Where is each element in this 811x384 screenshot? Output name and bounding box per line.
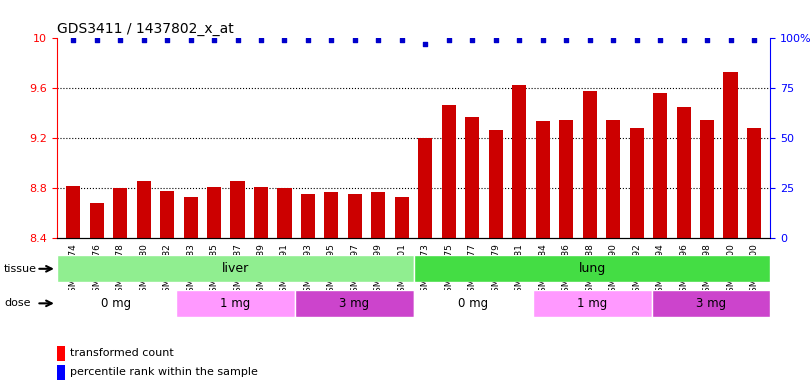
Point: [255, 37, 268, 43]
FancyBboxPatch shape: [57, 290, 176, 317]
Point: [114, 37, 127, 43]
Bar: [67, 185, 80, 238]
Text: 0 mg: 0 mg: [101, 297, 131, 310]
FancyBboxPatch shape: [294, 290, 414, 317]
Point: [724, 37, 737, 43]
Point: [372, 37, 385, 43]
Text: dose: dose: [4, 298, 31, 308]
Bar: [466, 117, 479, 238]
Point: [302, 37, 315, 43]
Point: [583, 37, 596, 43]
Bar: [582, 91, 597, 238]
Bar: [418, 138, 432, 238]
Bar: [113, 188, 127, 238]
Text: lung: lung: [578, 262, 606, 275]
Text: 1 mg: 1 mg: [577, 297, 607, 310]
Text: transformed count: transformed count: [70, 348, 174, 358]
Point: [67, 37, 79, 43]
Bar: [57, 365, 66, 380]
Point: [442, 37, 455, 43]
Bar: [606, 119, 620, 238]
Point: [161, 37, 174, 43]
FancyBboxPatch shape: [414, 255, 770, 282]
Point: [466, 37, 478, 43]
Text: 3 mg: 3 mg: [696, 297, 726, 310]
Bar: [676, 107, 691, 238]
Text: 3 mg: 3 mg: [339, 297, 369, 310]
Bar: [629, 128, 644, 238]
Bar: [442, 104, 456, 238]
FancyBboxPatch shape: [651, 290, 770, 317]
FancyBboxPatch shape: [414, 290, 533, 317]
Bar: [513, 84, 526, 238]
Point: [654, 37, 667, 43]
Point: [278, 37, 291, 43]
Point: [184, 37, 197, 43]
Bar: [57, 346, 66, 361]
Bar: [489, 129, 503, 238]
Bar: [559, 119, 573, 238]
Bar: [395, 197, 409, 238]
Point: [90, 37, 103, 43]
Point: [349, 37, 362, 43]
Bar: [90, 203, 104, 238]
Bar: [348, 194, 362, 238]
Bar: [207, 187, 221, 238]
Text: liver: liver: [221, 262, 249, 275]
Point: [701, 37, 714, 43]
Bar: [747, 128, 761, 238]
Bar: [723, 72, 737, 238]
Bar: [653, 93, 667, 238]
Point: [513, 37, 526, 43]
Point: [560, 37, 573, 43]
Point: [418, 41, 431, 48]
Bar: [700, 119, 714, 238]
FancyBboxPatch shape: [533, 290, 651, 317]
Text: GDS3411 / 1437802_x_at: GDS3411 / 1437802_x_at: [57, 22, 234, 36]
Bar: [301, 194, 315, 238]
Point: [325, 37, 338, 43]
Bar: [371, 192, 385, 238]
Bar: [183, 197, 198, 238]
Text: 1 mg: 1 mg: [220, 297, 251, 310]
Point: [607, 37, 620, 43]
Point: [208, 37, 221, 43]
Point: [489, 37, 502, 43]
Text: 0 mg: 0 mg: [458, 297, 488, 310]
Bar: [254, 187, 268, 238]
Bar: [230, 181, 245, 238]
Point: [748, 37, 761, 43]
Point: [677, 37, 690, 43]
Bar: [277, 188, 291, 238]
Point: [396, 37, 409, 43]
FancyBboxPatch shape: [176, 290, 294, 317]
Bar: [536, 121, 550, 238]
Bar: [160, 191, 174, 238]
Point: [231, 37, 244, 43]
Point: [536, 37, 549, 43]
FancyBboxPatch shape: [57, 255, 414, 282]
Bar: [324, 192, 338, 238]
Text: percentile rank within the sample: percentile rank within the sample: [70, 367, 257, 377]
Point: [137, 37, 150, 43]
Text: tissue: tissue: [4, 264, 37, 274]
Bar: [136, 181, 151, 238]
Point: [630, 37, 643, 43]
